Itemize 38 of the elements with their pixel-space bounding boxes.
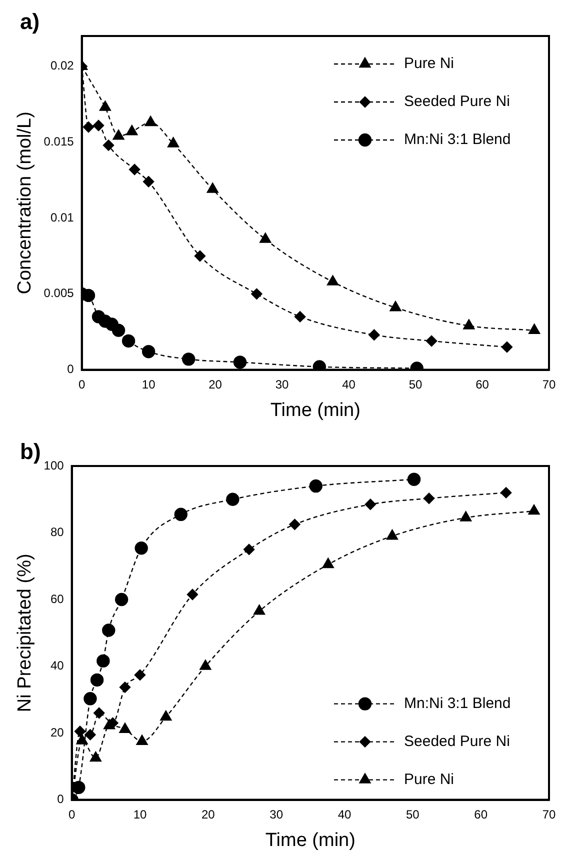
x-tick-label: 10 (133, 807, 147, 822)
y-tick-label: 60 (50, 592, 64, 606)
legend-label: Seeded Pure Ni (404, 732, 510, 750)
y-tick-label: 0.01 (50, 210, 74, 224)
x-tick-label: 50 (408, 377, 423, 392)
chart-title: a) (20, 9, 40, 34)
x-tick-label: 0 (78, 377, 86, 392)
legend-label: Pure Ni (404, 55, 454, 72)
legend-label: Pure Ni (404, 770, 454, 788)
x-tick-label: 40 (338, 807, 352, 822)
y-tick-label: 40 (50, 658, 64, 673)
y-tick-label: 0.02 (50, 58, 74, 73)
x-axis-title: Time (min) (270, 400, 360, 421)
y-axis-title: Concentration (mol/L) (14, 112, 36, 294)
legend-label: Mn:Ni 3:1 Blend (404, 131, 511, 148)
y-tick-label: 0.015 (44, 134, 74, 149)
x-tick-label: 30 (275, 377, 290, 392)
x-tick-label: 50 (406, 807, 420, 822)
x-axis-title: Time (min) (265, 830, 356, 851)
y-tick-label: 0.005 (44, 286, 74, 300)
chart-title: b) (20, 439, 41, 464)
legend-label: Seeded Pure Ni (404, 93, 510, 110)
y-tick-label: 80 (50, 525, 64, 540)
x-tick-label: 60 (474, 807, 488, 822)
x-tick-label: 60 (476, 377, 490, 392)
y-tick-label: 100 (44, 458, 64, 472)
x-tick-label: 20 (201, 807, 216, 822)
y-axis-title: Ni Precipitated (%) (14, 554, 36, 712)
x-tick-label: 70 (542, 807, 556, 822)
y-tick-label: 0 (57, 792, 64, 806)
x-tick-label: 30 (270, 807, 284, 822)
x-tick-label: 20 (208, 377, 222, 392)
y-tick-label: 0 (67, 362, 74, 376)
x-tick-label: 40 (342, 377, 356, 392)
x-tick-label: 10 (142, 377, 156, 392)
y-tick-label: 20 (50, 725, 64, 740)
legend-label: Mn:Ni 3:1 Blend (404, 694, 511, 712)
x-tick-label: 70 (542, 377, 556, 392)
